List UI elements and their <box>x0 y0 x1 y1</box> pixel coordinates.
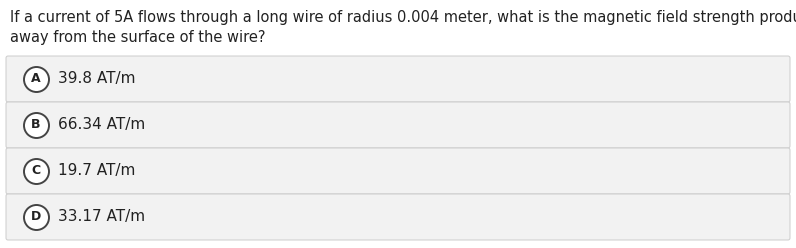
Text: 39.8 AT/m: 39.8 AT/m <box>58 71 135 87</box>
Text: 66.34 AT/m: 66.34 AT/m <box>58 118 145 132</box>
Text: If a current of 5A flows through a long wire of radius 0.004 meter, what is the : If a current of 5A flows through a long … <box>10 10 796 25</box>
FancyBboxPatch shape <box>6 56 790 102</box>
Text: B: B <box>31 119 41 131</box>
Text: 19.7 AT/m: 19.7 AT/m <box>58 163 135 179</box>
Text: C: C <box>31 164 41 178</box>
FancyBboxPatch shape <box>6 148 790 194</box>
Text: D: D <box>31 211 41 223</box>
Text: A: A <box>31 72 41 86</box>
Text: away from the surface of the wire?: away from the surface of the wire? <box>10 30 266 45</box>
Text: 33.17 AT/m: 33.17 AT/m <box>58 210 145 224</box>
FancyBboxPatch shape <box>6 194 790 240</box>
FancyBboxPatch shape <box>6 102 790 148</box>
